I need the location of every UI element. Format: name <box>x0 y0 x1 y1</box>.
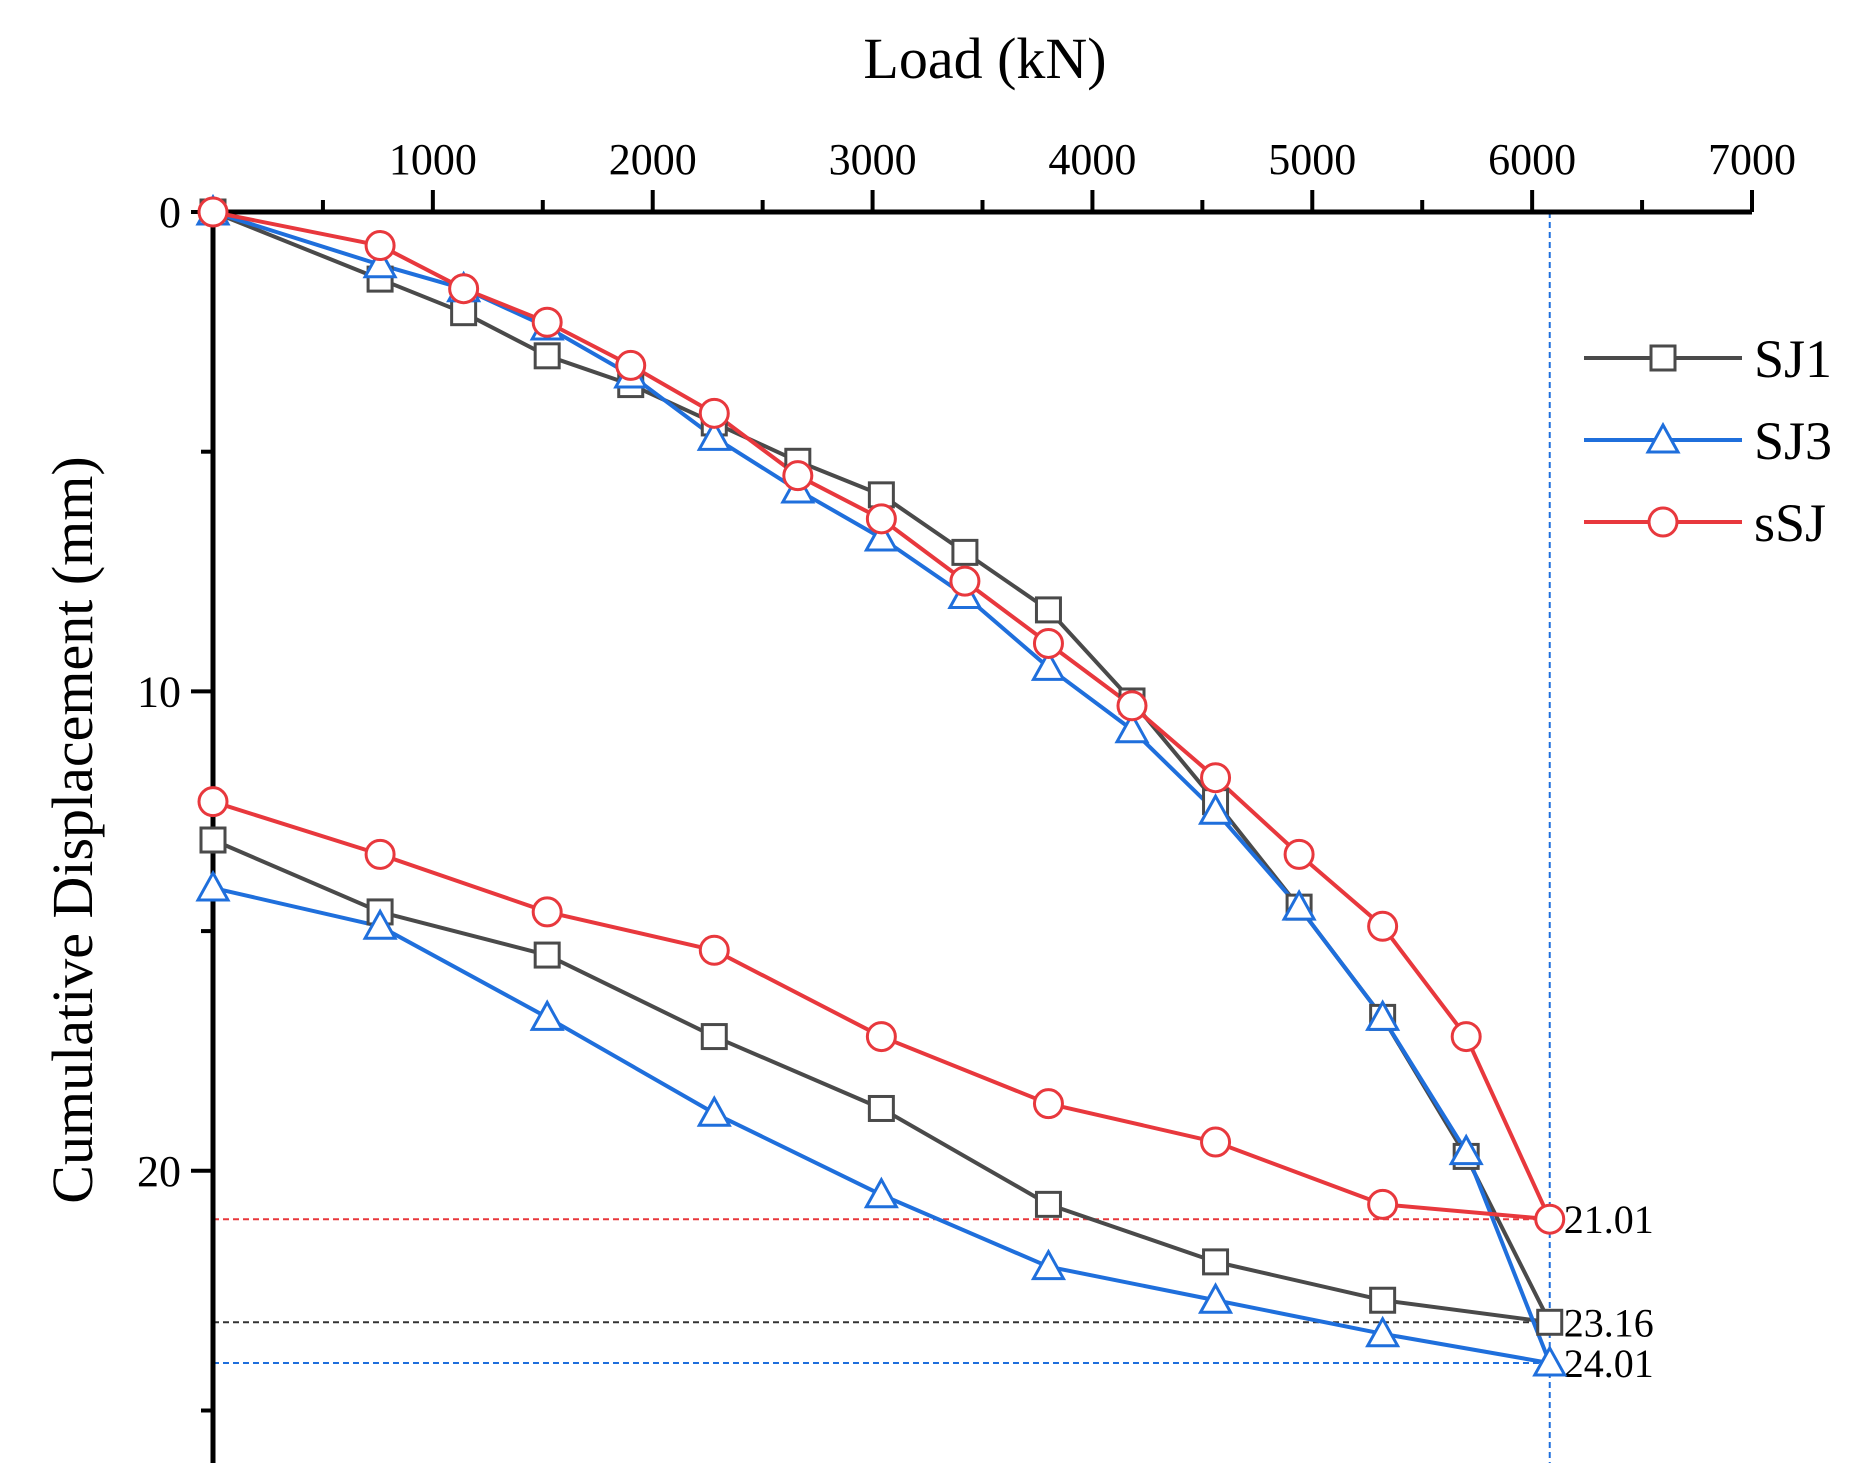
sj3-loading-point <box>863 519 899 552</box>
ssj-unloading-point <box>1032 1088 1064 1120</box>
ssj-loading-point <box>865 503 897 535</box>
ssj-loading-point <box>1367 910 1399 942</box>
sj3-loading-point <box>1281 889 1317 921</box>
ssj-loading-point <box>1534 1203 1566 1235</box>
y-axis-title: Cumulative Displacement (mm) <box>40 456 105 1203</box>
sj3-unloading-point <box>1197 1282 1234 1314</box>
sj1-unloading-point <box>1202 1248 1230 1276</box>
reference-label-1: 21.01 <box>1564 1197 1654 1242</box>
sj1-unloading-point <box>199 826 227 854</box>
sj3-loading-point <box>1365 999 1401 1031</box>
sj3-loading-point <box>362 246 398 279</box>
x-axis-title: Load (kN) <box>863 26 1106 91</box>
reference-label-2: 23.16 <box>1564 1300 1654 1345</box>
ssj-loading-point <box>1283 838 1315 870</box>
sj1-unloading-point <box>1369 1286 1397 1314</box>
sj1-unloading-point <box>533 941 561 969</box>
sj3-unloading-point <box>696 1095 732 1127</box>
sj3-loading-point <box>1114 711 1150 744</box>
sj3-unloading-point <box>195 869 231 902</box>
ssj-loading-point <box>1450 1021 1482 1053</box>
legend-label-sj3: SJ3 <box>1754 411 1832 471</box>
x-tick-label: 1000 <box>389 135 477 184</box>
ssj-loading-point <box>1116 690 1148 722</box>
ssj-loading-point <box>949 565 981 597</box>
sj3-unloading-point <box>529 999 565 1031</box>
ssj-loading-point <box>698 397 730 429</box>
sj3-unloading-point <box>863 1176 899 1209</box>
sj1-unloading-point <box>1034 1190 1062 1218</box>
ssj-loading-point <box>1032 627 1064 659</box>
ssj-loading-point <box>197 196 229 228</box>
marker-layer <box>195 193 1568 1377</box>
sj3-loading-point <box>696 419 732 451</box>
sj1-loading-point <box>450 299 478 327</box>
x-tick-label: 5000 <box>1268 135 1356 184</box>
sj3-unloading-point <box>1365 1315 1401 1348</box>
legend-label-ssj: sSJ <box>1754 493 1826 553</box>
sj1-loading-point <box>533 342 561 370</box>
x-tick-label: 3000 <box>829 135 917 184</box>
legend-marker-sj3 <box>1645 421 1681 454</box>
sj3-loading-point <box>1532 1344 1568 1377</box>
x-tick-label: 6000 <box>1488 135 1576 184</box>
ssj-loading-point <box>615 349 647 381</box>
legend-marker-sj1 <box>1649 344 1677 372</box>
y-tick-label: 0 <box>159 188 181 237</box>
ssj-loading-point <box>1200 762 1232 794</box>
sj1-loading-point <box>1536 1308 1564 1336</box>
ssj-unloading-point <box>364 838 396 870</box>
sj1-loading-point <box>867 481 895 509</box>
legend: SJ1 SJ3 sSJ <box>1584 329 1832 553</box>
sj1-unloading-point <box>867 1094 895 1122</box>
sj3-loading-point <box>1030 649 1067 681</box>
sj3-loading-line <box>212 210 1552 1364</box>
x-tick-label: 4000 <box>1048 135 1136 184</box>
ssj-loading-point <box>364 230 396 262</box>
sj3-unloading-point <box>362 908 398 940</box>
sj1-loading-point <box>1034 596 1062 624</box>
y-tick-label: 10 <box>137 667 181 716</box>
axes: 1000 2000 3000 4000 5000 6000 7000 0 10 20 <box>137 135 1796 1463</box>
sj3-unloading-point <box>1030 1248 1067 1281</box>
sj1-unloading-point <box>700 1023 728 1051</box>
x-tick-label: 2000 <box>609 135 697 184</box>
legend-label-sj1: SJ1 <box>1754 329 1832 389</box>
sj3-loading-point <box>1197 793 1234 825</box>
sj3-loading-point <box>1448 1133 1484 1166</box>
x-tick-label: 7000 <box>1708 135 1796 184</box>
ssj-unloading-point <box>531 896 563 928</box>
ssj-loading-point <box>531 306 563 338</box>
ssj-unloading-point <box>197 786 229 818</box>
ssj-unloading-point <box>1200 1126 1232 1158</box>
ssj-unloading-point <box>1367 1188 1399 1220</box>
y-tick-label: 20 <box>137 1147 181 1196</box>
legend-marker-ssj <box>1647 506 1679 538</box>
sj1-loading-point <box>951 538 979 566</box>
ssj-loading-point <box>448 273 480 305</box>
ssj-unloading-point <box>865 1021 897 1053</box>
reference-label-3: 24.01 <box>1564 1341 1654 1386</box>
ssj-loading-point <box>782 460 814 492</box>
ssj-loading-line <box>212 210 1552 1221</box>
ssj-unloading-point <box>698 934 730 966</box>
